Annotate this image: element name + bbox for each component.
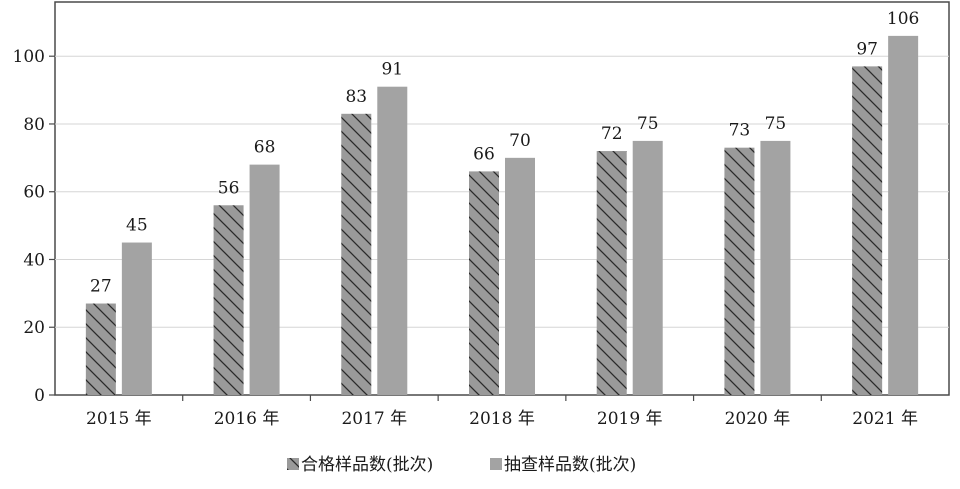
bar-qualified [213,205,244,395]
data-label: 70 [509,131,531,151]
bars [85,35,919,396]
x-tick-label: 2016 年 [214,409,280,429]
bar-sampled [632,140,663,395]
x-tick-label: 2018 年 [469,409,535,429]
y-tick-label: 0 [34,386,45,406]
y-axis: 0 20 40 60 80 100 [13,47,55,406]
bar-sampled [377,86,408,395]
data-label: 66 [473,144,495,164]
data-label: 91 [381,60,403,80]
x-tick-label: 2020 年 [725,409,791,429]
data-label: 72 [601,124,623,144]
bar-qualified [469,171,499,395]
y-tick-label: 40 [23,250,45,270]
data-labels: 27 45 56 68 83 91 66 70 72 75 73 75 97 106 [90,9,919,297]
data-label: 68 [254,138,276,158]
bar-sampled [121,242,152,395]
data-label: 27 [90,277,112,297]
bar-qualified [85,303,116,395]
legend: 合格样品数(批次) 抽查样品数(批次) [287,455,636,475]
bar-sampled [505,157,535,395]
bar-sampled [760,140,791,395]
data-label: 45 [126,216,148,236]
legend-label: 抽查样品数(批次) [504,455,636,475]
bar-qualified [852,66,883,395]
y-tick-label: 80 [23,115,45,135]
data-label: 56 [218,178,240,198]
data-label: 97 [856,39,878,59]
data-label: 106 [887,9,919,29]
legend-label: 合格样品数(批次) [301,455,433,475]
y-tick-label: 20 [23,318,45,338]
data-label: 73 [729,121,751,141]
data-label: 75 [637,114,659,134]
bar-qualified [596,151,627,395]
x-tick-label: 2015 年 [86,409,152,429]
legend-swatch [490,458,502,470]
x-axis: 2015 年 2016 年 2017 年 2018 年 2019 年 2020 年 2021… [86,395,918,429]
x-tick-label: 2021 年 [852,409,918,429]
gridlines [55,55,949,328]
y-tick-label: 60 [23,183,45,203]
bar-qualified [724,147,755,395]
data-label: 75 [765,114,787,134]
x-tick-label: 2019 年 [597,409,663,429]
data-label: 83 [345,87,367,107]
legend-swatch [287,458,299,470]
bar-sampled [249,164,280,395]
plot-border [54,1,950,396]
x-tick-label: 2017 年 [341,409,407,429]
bar-qualified [341,113,372,395]
bar-sampled [888,35,919,396]
y-tick-label: 100 [13,47,45,67]
